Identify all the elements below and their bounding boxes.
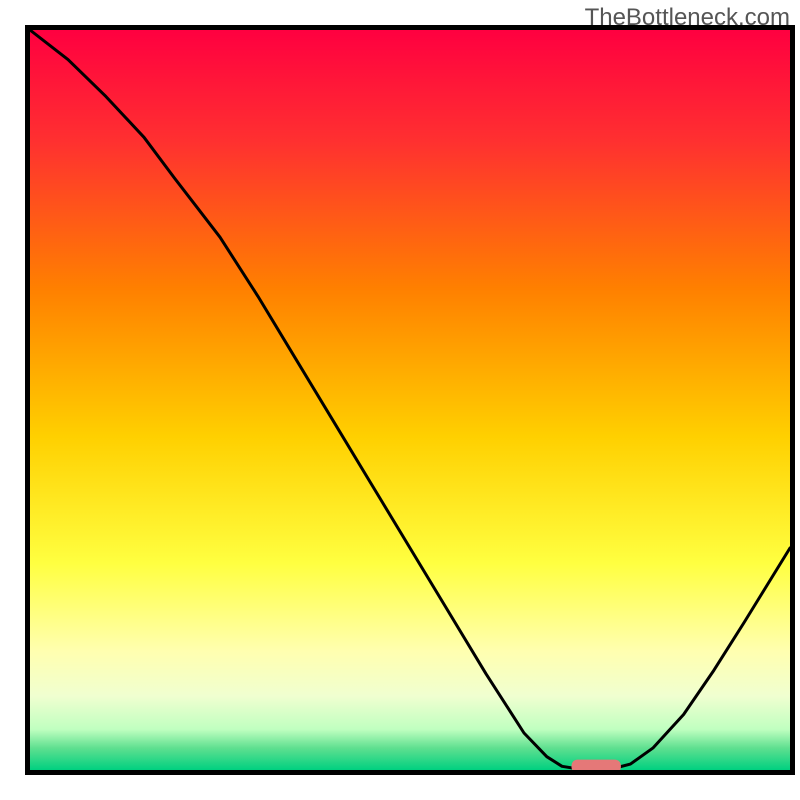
gradient-background: [30, 30, 790, 770]
watermark-text: TheBottleneck.com: [585, 4, 790, 32]
bottleneck-chart: [0, 0, 800, 800]
chart-container: TheBottleneck.com: [0, 0, 800, 800]
